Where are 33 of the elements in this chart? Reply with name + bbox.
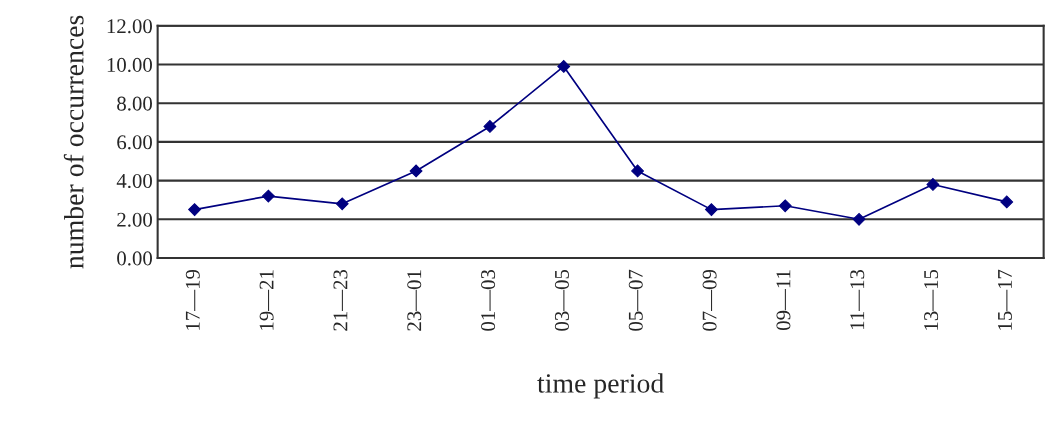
y-tick-label: 4.00 (116, 173, 152, 189)
point (335, 197, 349, 211)
x-tick-label: 03—05 (554, 269, 569, 331)
y-tick-label: 8.00 (117, 96, 152, 111)
x-tick-label: 01—03 (481, 269, 496, 331)
point (557, 60, 571, 73)
point (631, 164, 644, 178)
x-tick-label: 17—19 (185, 269, 200, 330)
y-tick-label: 6.00 (117, 135, 152, 150)
point (188, 203, 201, 217)
x-tick-label: 23—01 (407, 270, 422, 331)
x-tick-label: 05—07 (628, 269, 643, 331)
point (778, 199, 792, 213)
y-tick-label: 2.00 (117, 212, 152, 227)
x-tick-label: 11—13 (850, 269, 865, 329)
point (483, 120, 497, 133)
point (926, 178, 940, 191)
point (852, 212, 866, 226)
x-tick-label: 19—21 (259, 270, 274, 330)
x-tick-label: 09—11 (776, 270, 791, 331)
point (261, 189, 275, 203)
point (409, 164, 423, 178)
x-tick-label: 21—23 (333, 269, 348, 331)
x-tick-label: 13—15 (924, 269, 939, 330)
y-tick-label: 12.00 (107, 19, 152, 34)
y-tick-label: 0.00 (117, 251, 152, 266)
x-tick-label: 07—09 (702, 269, 717, 331)
x-axis-title: time period (537, 373, 664, 399)
point (704, 203, 718, 217)
y-tick-label: 10.00 (107, 57, 152, 73)
point (1000, 195, 1014, 209)
y-axis-title: number of occurrences (63, 15, 84, 269)
x-tick-label: 15—17 (997, 269, 1012, 330)
